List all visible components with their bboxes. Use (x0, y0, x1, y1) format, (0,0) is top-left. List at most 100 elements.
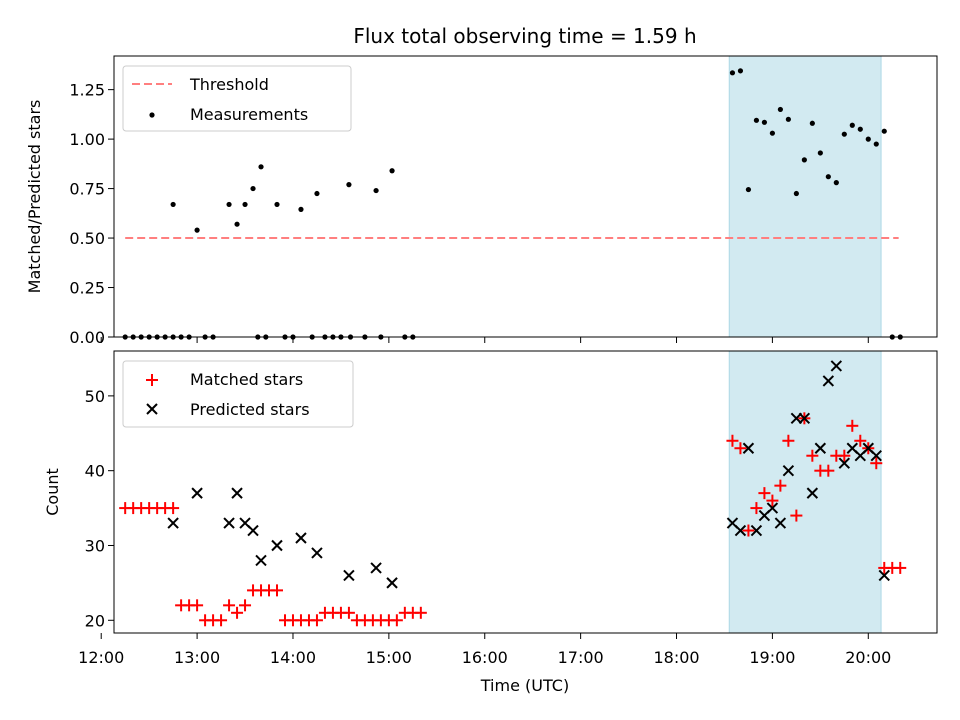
legend-frame (122, 360, 354, 428)
data-point (271, 539, 283, 552)
data-point (726, 434, 739, 447)
panel-bottom-legend: Matched stars Predicted stars (122, 360, 354, 428)
data-point (258, 164, 264, 170)
data-point (766, 502, 779, 514)
data-point (873, 141, 879, 147)
data-point (766, 494, 779, 507)
data-point (274, 201, 280, 208)
data-point (806, 487, 819, 499)
data-point (386, 577, 398, 589)
series-predicted-stars (167, 360, 890, 589)
data-point (231, 487, 243, 499)
legend-predicted-swatch (146, 403, 158, 415)
legend-threshold-label: Threshold (189, 75, 269, 94)
y-tick-label: 0.25 (69, 279, 105, 298)
y-tick-label: 50 (85, 387, 105, 406)
data-point (295, 532, 307, 544)
panel-top-legend: Threshold Measurements (122, 65, 352, 132)
data-point (817, 150, 823, 156)
data-point (801, 157, 807, 163)
data-point (761, 119, 768, 125)
y-tick-label: 0.75 (69, 180, 105, 199)
panel-top-ratio: 0.00 0.25 0.50 0.75 1.00 1.25 Matched/Predict… (25, 55, 938, 347)
data-point (255, 554, 267, 567)
data-point (870, 450, 882, 462)
data-point (769, 130, 776, 136)
data-point (223, 517, 235, 529)
legend-frame (122, 65, 352, 132)
data-point (239, 599, 252, 612)
panel-bottom-frame (113, 350, 938, 634)
data-point (226, 201, 232, 208)
data-point (742, 524, 755, 537)
data-point (271, 584, 284, 597)
panel-top-ylabel: Matched/Predicted stars (25, 100, 44, 294)
data-point (373, 187, 379, 194)
data-point (782, 464, 795, 477)
data-point (825, 174, 831, 180)
x-axis-label: Time (UTC) (480, 676, 569, 695)
data-point (242, 201, 248, 208)
data-point (841, 131, 847, 137)
series-matched-stars (119, 412, 907, 627)
data-point (191, 599, 204, 612)
data-point (793, 190, 799, 197)
data-point (737, 68, 744, 74)
data-point (170, 201, 176, 208)
data-point (194, 227, 200, 233)
x-axis: 12:00 13:00 14:00 15:00 16:00 17:00 18:00 19:00… (78, 648, 891, 667)
data-point (223, 599, 236, 612)
data-point (310, 614, 323, 627)
shaded-time-span (728, 350, 882, 634)
data-point (343, 569, 355, 582)
data-point (846, 419, 859, 432)
data-point (414, 606, 427, 619)
y-tick-label: 20 (85, 611, 105, 630)
data-point (857, 126, 863, 132)
y-tick-label: 30 (85, 536, 105, 555)
data-point (389, 168, 395, 174)
shaded-time-span (728, 55, 882, 338)
data-point (782, 434, 795, 447)
x-tick-label: 14:00 (270, 648, 316, 667)
data-point (854, 434, 867, 447)
data-point (822, 375, 835, 387)
data-point (750, 524, 763, 537)
data-point (346, 182, 352, 188)
y-tick-label: 0.50 (69, 229, 105, 248)
data-point (838, 449, 851, 462)
data-point (774, 479, 787, 492)
data-point (742, 442, 755, 454)
panel-top-frame (113, 55, 938, 338)
data-point (881, 128, 887, 134)
data-point (342, 606, 355, 619)
data-point (833, 180, 839, 186)
data-point (774, 517, 787, 529)
x-tick-label: 12:00 (78, 648, 124, 667)
data-point (314, 190, 320, 197)
x-tick-label: 17:00 (558, 648, 604, 667)
data-point (191, 487, 203, 499)
data-point (231, 606, 244, 619)
data-point (753, 117, 760, 123)
legend-predicted-label: Predicted stars (190, 400, 310, 419)
data-point (830, 360, 843, 372)
x-tick-label: 20:00 (845, 648, 891, 667)
panel-bottom-counts: 20 30 40 50 Count Matched stars Predicted s… (43, 350, 938, 639)
y-tick-label: 1.00 (69, 130, 105, 149)
x-tick-label: 16:00 (462, 648, 508, 667)
data-point (894, 561, 907, 574)
data-point (865, 136, 871, 142)
data-point (798, 412, 811, 425)
legend-measurements-swatch (149, 112, 155, 118)
data-point (734, 442, 747, 455)
data-point (822, 464, 835, 477)
data-point (311, 547, 323, 559)
data-point (838, 457, 851, 469)
data-point (390, 614, 403, 627)
data-point (729, 70, 736, 76)
x-tick-label: 13:00 (174, 648, 220, 667)
data-point (745, 186, 752, 193)
data-point (250, 185, 256, 192)
